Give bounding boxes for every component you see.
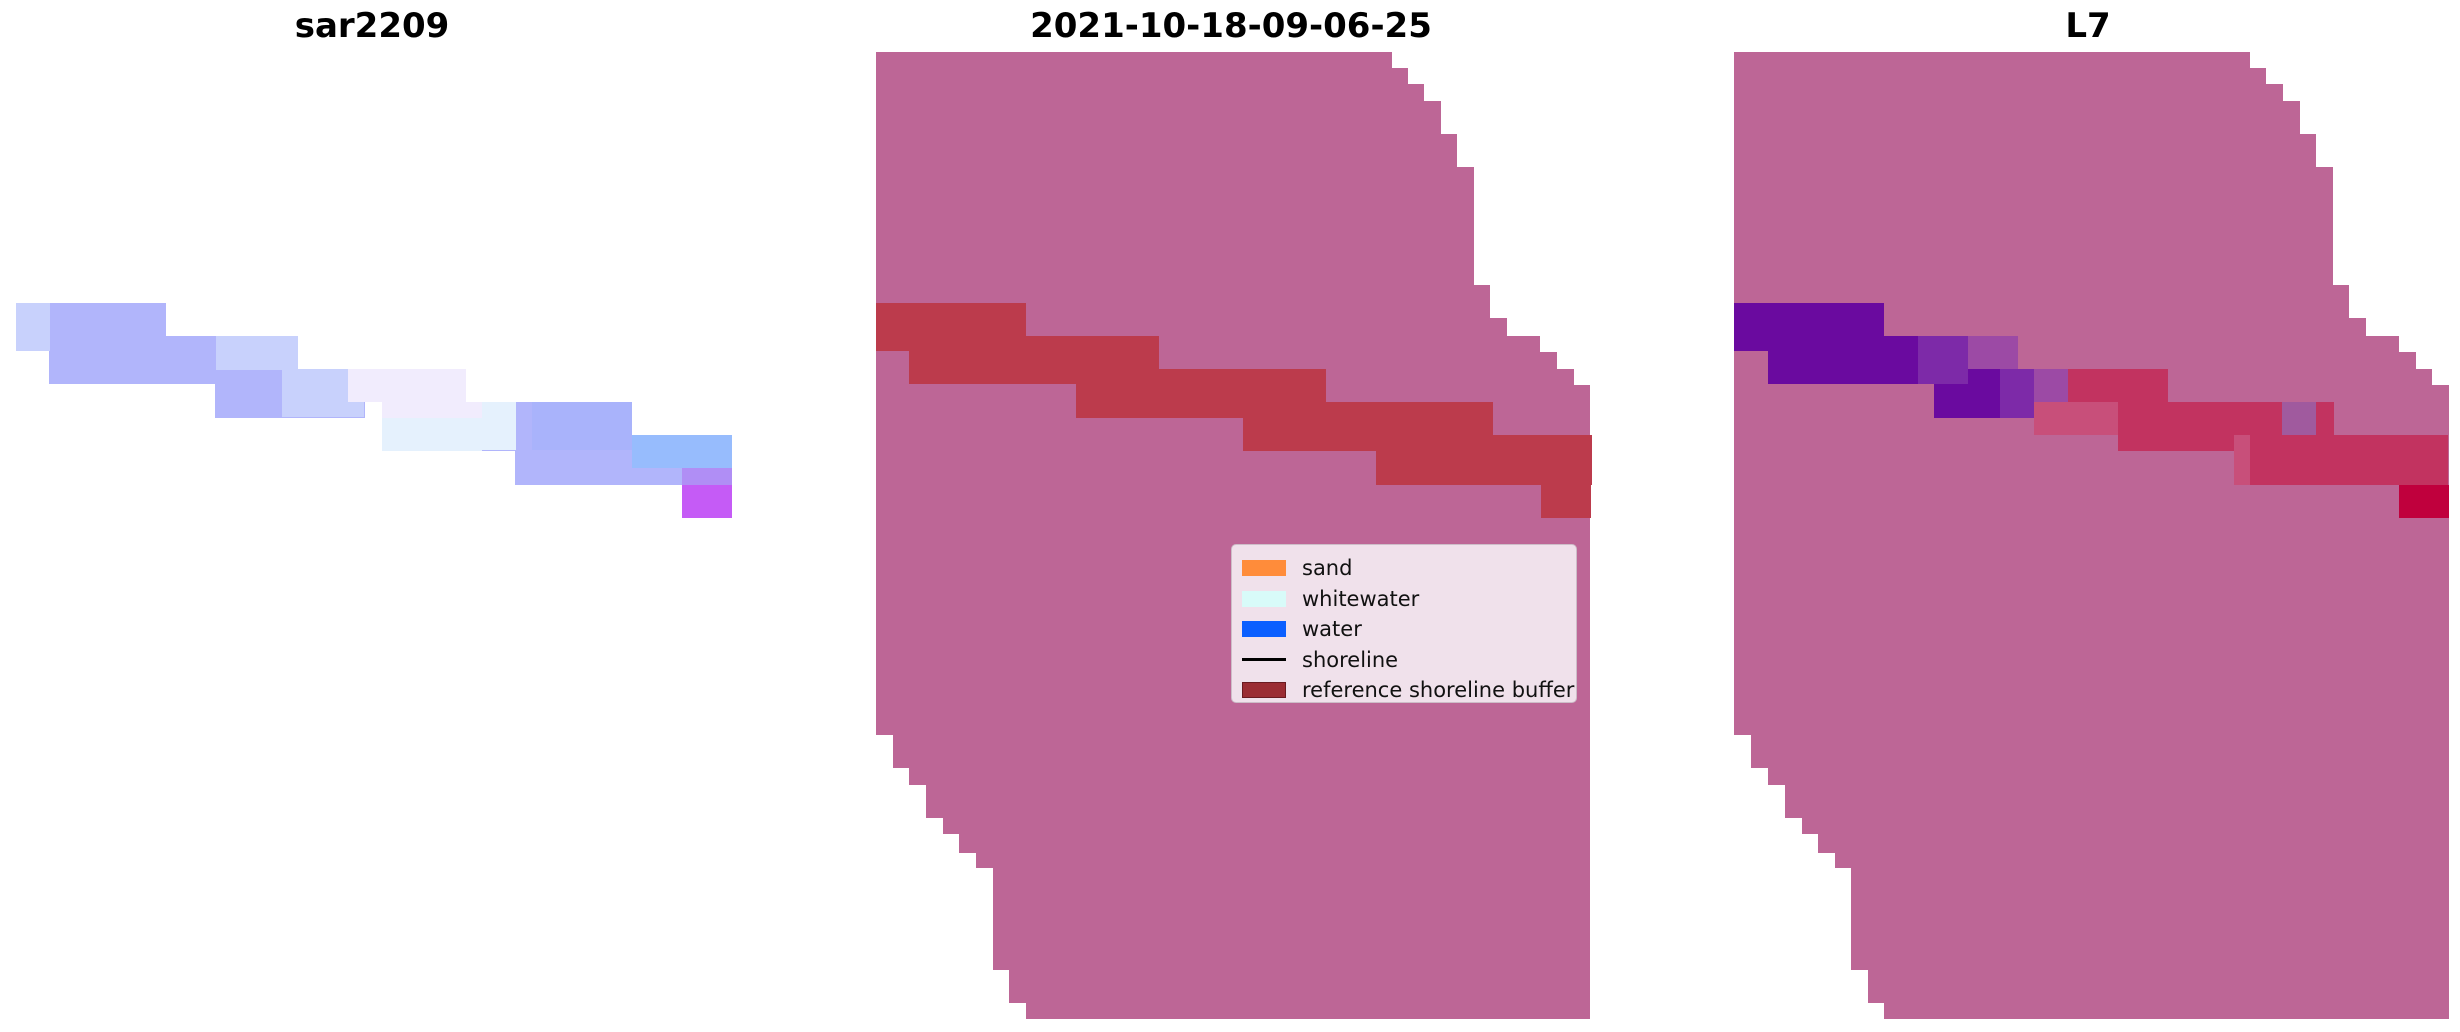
panel-title-date: 2021-10-18-09-06-25	[1030, 6, 1432, 46]
shoreline-line-icon	[1242, 658, 1286, 662]
panel-title-l7: L7	[2065, 6, 2111, 46]
legend-label: water	[1302, 617, 1362, 642]
legend: sand whitewater water shoreline referenc…	[1231, 544, 1577, 703]
sand-swatch	[1242, 560, 1286, 577]
reference-buffer-swatch	[1242, 682, 1286, 699]
whitewater-swatch	[1242, 590, 1286, 607]
legend-item-whitewater: whitewater	[1242, 584, 1566, 615]
legend-label: whitewater	[1302, 586, 1420, 611]
legend-label: shoreline	[1302, 647, 1399, 672]
legend-label: reference shoreline buffer	[1302, 678, 1575, 703]
panel-title-sar: sar2209	[294, 6, 450, 46]
legend-item-sand: sand	[1242, 553, 1566, 584]
panel-sar	[16, 303, 732, 518]
legend-label: sand	[1302, 556, 1353, 581]
panel-l7	[1734, 52, 2449, 1019]
water-swatch	[1242, 621, 1286, 638]
legend-item-shoreline: shoreline	[1242, 645, 1566, 676]
legend-item-water: water	[1242, 614, 1566, 645]
panel-date	[876, 52, 1592, 1019]
legend-item-reference-buffer: reference shoreline buffer	[1242, 675, 1574, 706]
